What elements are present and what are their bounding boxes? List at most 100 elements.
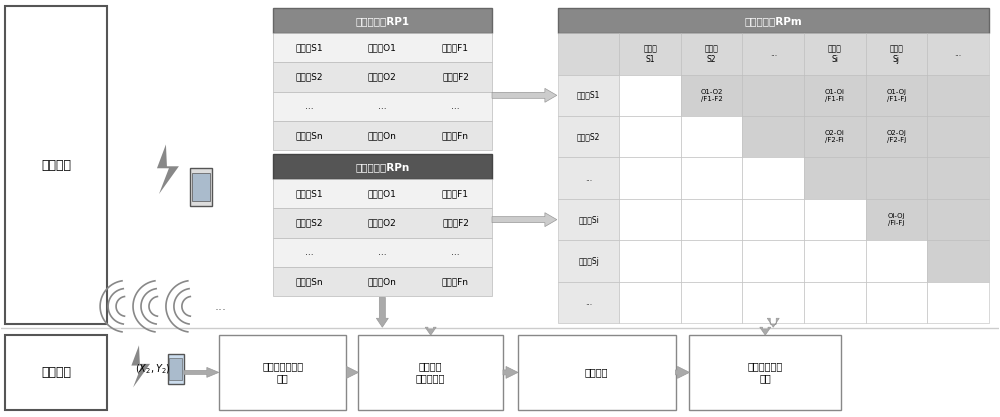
Bar (927, 199, 989, 240)
Bar (273, 8, 492, 33)
Text: ...: ... (954, 49, 961, 58)
Bar (273, 33, 492, 63)
Bar (558, 199, 619, 240)
Bar (273, 121, 492, 151)
Text: Oi-Oj
/Fi-Fj: Oi-Oj /Fi-Fj (888, 213, 905, 226)
Polygon shape (376, 297, 388, 327)
Text: ...: ... (451, 102, 460, 111)
Text: 离线阶段: 离线阶段 (41, 159, 71, 172)
Text: O1-Oj
/F1-Fj: O1-Oj /F1-Fj (886, 89, 906, 102)
Bar (190, 168, 212, 206)
Bar (619, 116, 681, 158)
Bar (689, 335, 841, 409)
Polygon shape (492, 213, 557, 226)
Text: 定位源
Sj: 定位源 Sj (889, 44, 903, 64)
Bar (273, 63, 492, 92)
Text: 观测量O1: 观测量O1 (368, 43, 397, 52)
Bar (804, 75, 866, 116)
Polygon shape (346, 367, 358, 378)
Bar (927, 75, 989, 116)
Text: 参考位置点RPm: 参考位置点RPm (744, 16, 802, 26)
Text: ...: ... (451, 248, 460, 257)
Bar (558, 8, 989, 33)
Bar (273, 179, 492, 208)
Text: 特征量F1: 特征量F1 (442, 189, 469, 198)
Text: 定位信号
差分特征量: 定位信号 差分特征量 (416, 362, 445, 383)
Bar (619, 282, 681, 323)
Bar (619, 240, 681, 282)
Text: 在线阶段: 在线阶段 (41, 366, 71, 379)
Text: O1-O2
/F1-F2: O1-O2 /F1-F2 (701, 89, 723, 102)
Bar (169, 358, 182, 380)
Text: 定位源S1: 定位源S1 (295, 189, 323, 198)
Text: 定位源S2: 定位源S2 (577, 132, 600, 141)
Polygon shape (503, 367, 518, 378)
Bar (742, 199, 804, 240)
Polygon shape (676, 367, 689, 378)
Bar (742, 116, 804, 158)
Text: 定位移动终端
位置: 定位移动终端 位置 (748, 362, 783, 383)
Bar (866, 158, 927, 199)
Bar (558, 75, 619, 116)
Text: 定位源
S1: 定位源 S1 (643, 44, 657, 64)
Polygon shape (760, 327, 771, 335)
Text: 特征量Fn: 特征量Fn (442, 277, 469, 286)
Text: 特征量F1: 特征量F1 (442, 43, 469, 52)
Text: 在线采集定位源
信号: 在线采集定位源 信号 (262, 362, 303, 383)
Bar (273, 154, 492, 179)
Bar (681, 158, 742, 199)
Text: 特征量Fn: 特征量Fn (442, 131, 469, 140)
Bar (681, 116, 742, 158)
Text: 观测量O2: 观测量O2 (368, 219, 397, 228)
Bar (866, 33, 927, 75)
Bar (619, 158, 681, 199)
Bar (681, 282, 742, 323)
Bar (927, 33, 989, 75)
Polygon shape (184, 367, 219, 377)
Text: 定位源Sj: 定位源Sj (578, 256, 599, 266)
Text: 定位源
Si: 定位源 Si (828, 44, 842, 64)
Bar (558, 240, 619, 282)
Polygon shape (492, 88, 557, 102)
Bar (927, 240, 989, 282)
Bar (273, 208, 492, 238)
Text: ...: ... (585, 174, 592, 183)
Bar (742, 282, 804, 323)
Text: 匹配算法: 匹配算法 (585, 367, 608, 377)
Bar (5, 6, 107, 324)
Text: ...: ... (585, 298, 592, 307)
Text: 定位源S2: 定位源S2 (295, 219, 323, 228)
Text: 定位源S1: 定位源S1 (577, 91, 600, 100)
Bar (518, 335, 676, 409)
Bar (866, 240, 927, 282)
Polygon shape (425, 327, 436, 335)
Text: 参考位置点RPn: 参考位置点RPn (355, 162, 409, 172)
Bar (558, 282, 619, 323)
Text: 观测量O2: 观测量O2 (368, 73, 397, 82)
Bar (358, 335, 503, 409)
Bar (619, 33, 681, 75)
Bar (558, 33, 619, 75)
Bar (742, 75, 804, 116)
Text: 定位源Sn: 定位源Sn (295, 277, 323, 286)
Bar (866, 116, 927, 158)
Bar (866, 75, 927, 116)
Bar (558, 116, 619, 158)
Bar (558, 158, 619, 199)
Bar (219, 335, 346, 409)
Bar (742, 158, 804, 199)
Bar (742, 240, 804, 282)
Bar (681, 33, 742, 75)
Text: $(X_2, Y_2)$: $(X_2, Y_2)$ (135, 362, 171, 376)
Bar (927, 282, 989, 323)
Text: ...: ... (378, 102, 387, 111)
Text: 参考位置点RP1: 参考位置点RP1 (355, 16, 409, 26)
Text: 观测量On: 观测量On (368, 277, 397, 286)
Bar (192, 173, 210, 201)
Bar (5, 335, 107, 409)
Text: 定位源Si: 定位源Si (578, 215, 599, 224)
Bar (619, 199, 681, 240)
Bar (681, 199, 742, 240)
Bar (804, 158, 866, 199)
Text: O1-Oi
/F1-Fi: O1-Oi /F1-Fi (825, 89, 845, 102)
